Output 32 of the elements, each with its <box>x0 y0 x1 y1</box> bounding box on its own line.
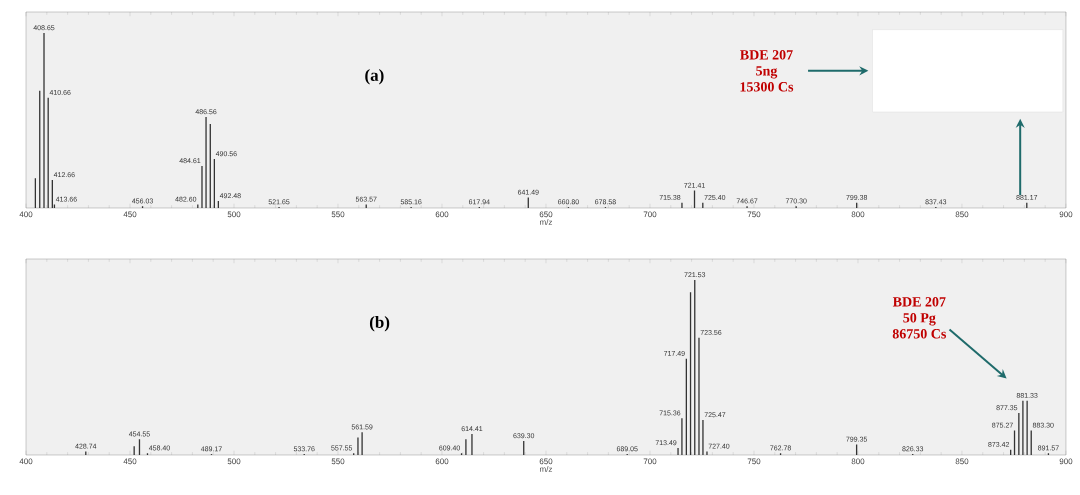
annotation: 86750 Cs <box>892 329 947 339</box>
x-tick-label: 750 <box>747 211 761 218</box>
annotation: (b) <box>369 315 390 332</box>
annotation: 15300 Cs <box>740 82 794 92</box>
x-tick-label: 600 <box>435 211 449 218</box>
x-tick-label: 700 <box>643 458 657 465</box>
annotation: BDE 207 <box>740 50 793 60</box>
x-tick-label: 450 <box>123 211 137 218</box>
x-tick-label: 700 <box>643 211 657 218</box>
x-tick-label: 650 <box>539 458 553 465</box>
x-tick-label: 900 <box>1059 458 1073 465</box>
x-tick-label: 600 <box>435 458 449 465</box>
x-tick-label: 900 <box>1059 211 1073 218</box>
x-tick-label: 650 <box>539 211 553 218</box>
x-tick-label: 500 <box>227 211 241 218</box>
x-axis-title: m/z <box>540 466 553 472</box>
annotation: 5ng <box>756 66 778 79</box>
x-tick-label: 850 <box>955 211 969 218</box>
x-tick-label: 750 <box>747 458 761 465</box>
x-tick-label: 550 <box>331 458 345 465</box>
x-tick-label: 800 <box>851 211 865 218</box>
x-tick-label: 400 <box>19 211 33 218</box>
x-tick-label: 850 <box>955 458 969 465</box>
x-tick-label: 400 <box>19 458 33 465</box>
annotation: (a) <box>365 68 384 85</box>
x-tick-label: 800 <box>851 458 865 465</box>
x-tick-label: 450 <box>123 458 137 465</box>
annotation: 50 Pg <box>903 313 936 326</box>
x-axis-title: m/z <box>540 219 553 225</box>
x-tick-label: 500 <box>227 458 241 465</box>
annotation: BDE 207 <box>892 297 946 307</box>
x-tick-label: 550 <box>331 211 345 218</box>
